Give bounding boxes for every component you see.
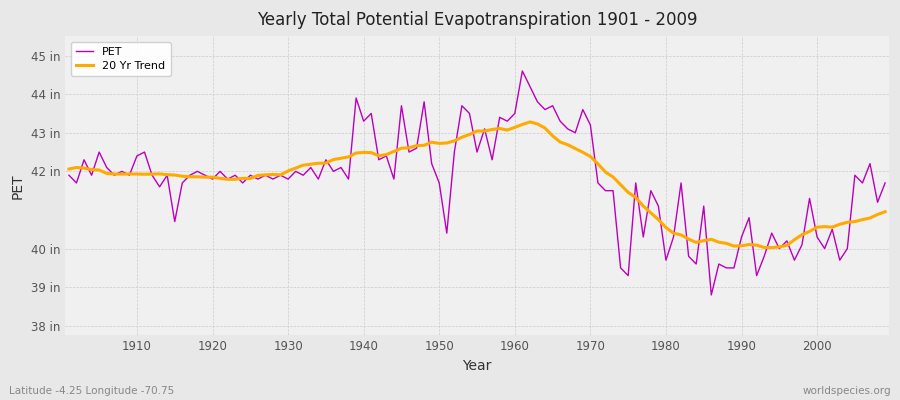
20 Yr Trend <box>608 174 618 179</box>
Text: Latitude -4.25 Longitude -70.75: Latitude -4.25 Longitude -70.75 <box>9 386 175 396</box>
X-axis label: Year: Year <box>463 359 491 373</box>
PET <box>64 173 75 178</box>
PET <box>290 169 301 174</box>
Line: 20 Yr Trend: 20 Yr Trend <box>69 122 885 248</box>
PET <box>879 180 890 185</box>
20 Yr Trend <box>502 128 513 132</box>
Legend: PET, 20 Yr Trend: PET, 20 Yr Trend <box>71 42 170 76</box>
PET <box>124 173 135 178</box>
20 Yr Trend <box>767 245 778 250</box>
20 Yr Trend <box>124 172 135 176</box>
Title: Yearly Total Potential Evapotranspiration 1901 - 2009: Yearly Total Potential Evapotranspiratio… <box>256 11 698 29</box>
Line: PET: PET <box>69 71 885 295</box>
20 Yr Trend <box>879 209 890 214</box>
20 Yr Trend <box>64 167 75 172</box>
20 Yr Trend <box>509 125 520 130</box>
PET <box>336 165 346 170</box>
Y-axis label: PET: PET <box>11 173 25 199</box>
PET <box>509 111 520 116</box>
PET <box>706 292 716 297</box>
20 Yr Trend <box>525 120 535 124</box>
20 Yr Trend <box>336 156 346 161</box>
PET <box>517 68 527 73</box>
PET <box>502 119 513 124</box>
Text: worldspecies.org: worldspecies.org <box>803 386 891 396</box>
20 Yr Trend <box>290 166 301 170</box>
PET <box>608 188 618 193</box>
